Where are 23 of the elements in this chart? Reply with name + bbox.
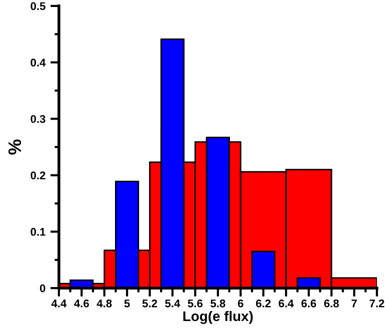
x-tick-label: 6.8 <box>324 299 339 308</box>
y-tick-label: 0.2 <box>30 171 46 180</box>
y-tick-label: 0.4 <box>30 58 46 67</box>
y-tick-label: 0 <box>40 284 46 292</box>
x-tick-label: 5.2 <box>142 299 158 308</box>
x-tick-label: 5.4 <box>165 300 180 308</box>
y-tick-label: 0.3 <box>30 115 46 123</box>
y-tick-label: 0.5 <box>30 2 46 10</box>
x-tick-label: 6 <box>238 299 244 308</box>
x-tick-label: 6.2 <box>256 299 271 308</box>
x-tick-label: 7 <box>352 300 357 308</box>
x-tick-label: 4.6 <box>74 299 89 308</box>
y-axis-title: % <box>8 139 22 155</box>
x-tick-label: 5.6 <box>188 299 203 308</box>
x-tick-label: 6.6 <box>301 299 316 308</box>
x-axis-title: Log(e flux) <box>183 310 253 324</box>
x-tick-label: 5 <box>124 300 130 308</box>
y-tick-label: 0.1 <box>30 228 46 236</box>
x-tick-label: 6.4 <box>278 299 294 308</box>
x-tick-label: 4.4 <box>51 300 67 308</box>
x-tick-label: 4.8 <box>96 299 112 308</box>
x-tick-label: 7.2 <box>370 299 384 308</box>
x-tick-label: 5.8 <box>210 299 226 308</box>
